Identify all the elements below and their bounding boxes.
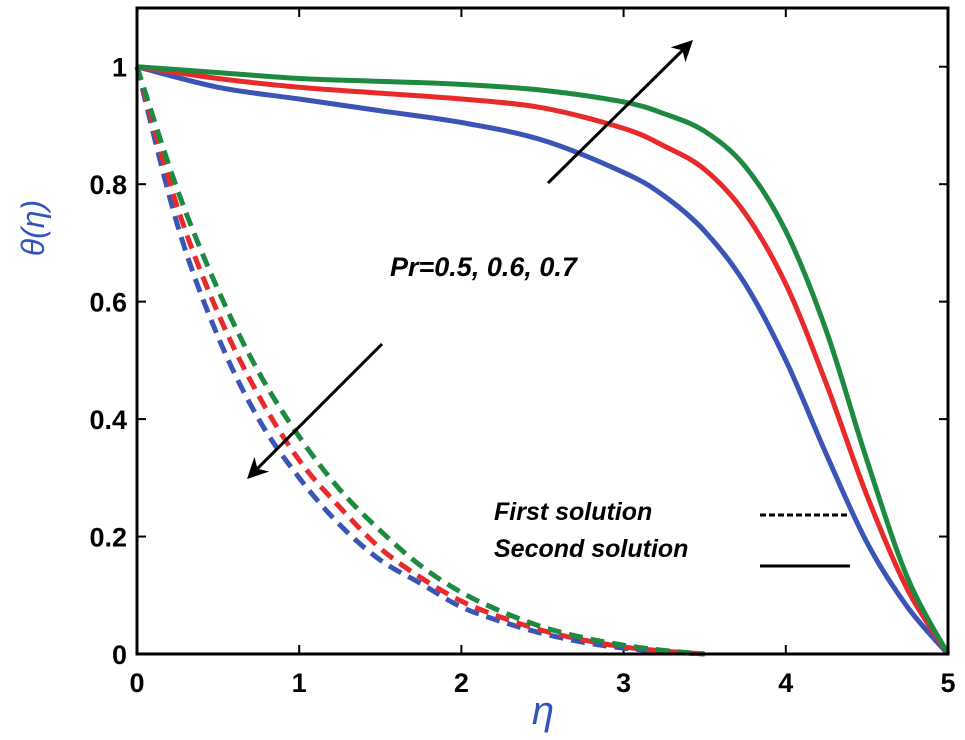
pr-annotation: Pr=0.5, 0.6, 0.7 <box>390 252 579 282</box>
legend-label-first-solution: First solution <box>494 498 652 526</box>
x-tick-label: 2 <box>454 668 469 698</box>
y-tick-label: 0.8 <box>89 170 127 200</box>
y-tick-label: 0.6 <box>89 288 127 318</box>
y-tick-label: 0 <box>112 640 127 670</box>
x-tick-label: 0 <box>129 668 144 698</box>
arrow-decrease-first-solution <box>247 342 384 479</box>
x-axis-label: η <box>532 689 554 733</box>
series-line-pr-0-5-second-solution <box>136 64 950 656</box>
x-tick-label: 4 <box>778 668 793 698</box>
arrow-increase-second-solution <box>546 40 693 185</box>
series-line-pr-0-6-second-solution <box>136 64 951 656</box>
y-tick-label: 0.2 <box>89 523 127 553</box>
x-tick-label: 1 <box>292 668 307 698</box>
series-line-pr-0-7-second-solution <box>136 64 951 656</box>
y-tick-label: 0.4 <box>89 405 127 435</box>
legend-label-second-solution: Second solution <box>494 535 688 563</box>
series-line-pr-0-7-first-solution <box>134 65 705 657</box>
plot-frame <box>135 6 950 656</box>
x-tick-label: 3 <box>616 668 631 698</box>
x-tick-label: 5 <box>940 668 955 698</box>
y-axis-label: θ(η) <box>15 200 51 256</box>
y-tick-label: 1 <box>112 53 127 83</box>
